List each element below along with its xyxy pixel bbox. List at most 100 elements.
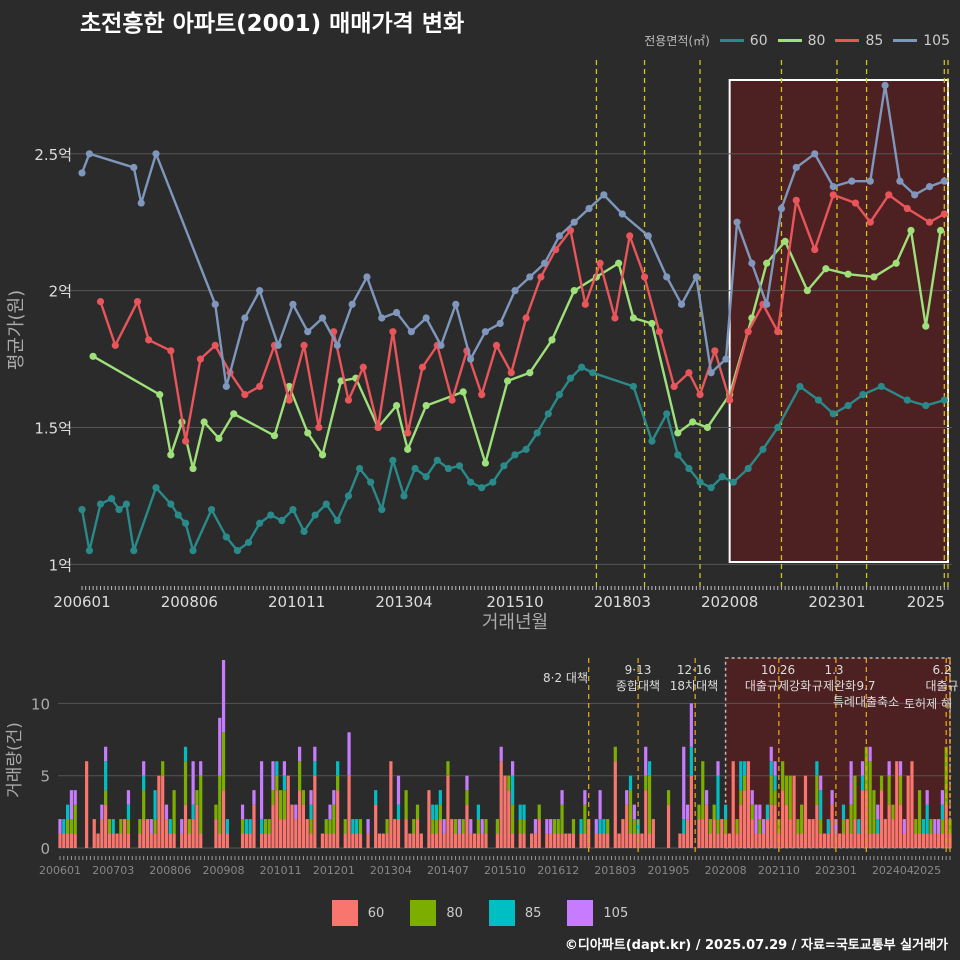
volume-bar-80 [644, 775, 648, 791]
volume-bar-80 [723, 819, 728, 834]
volume-bar-85 [940, 804, 944, 820]
x-tick-label: 201510 [486, 593, 543, 611]
volume-bar-105 [925, 790, 929, 805]
y-tick-label: 1.5억 [34, 419, 72, 437]
volume-bar-60 [275, 790, 279, 848]
volume-bar-85 [682, 819, 686, 834]
data-point [936, 226, 945, 235]
volume-bar-105 [689, 703, 693, 747]
volume-bar-60 [549, 833, 553, 848]
volume-bar-60 [115, 833, 119, 848]
volume-bar-60 [849, 833, 853, 848]
volume-x-tick-label: 200601 [39, 864, 81, 877]
data-point [392, 308, 401, 317]
volume-bar-60 [723, 833, 728, 848]
volume-bar-80 [571, 819, 576, 834]
data-point [300, 527, 308, 536]
data-point [541, 259, 549, 267]
data-point [78, 505, 86, 514]
volume-bar-80 [781, 761, 785, 791]
volume-bar-60 [727, 833, 732, 848]
volume-bar-60 [815, 804, 819, 848]
volume-bar-60 [857, 833, 861, 848]
volume-bar-105 [499, 746, 503, 762]
volume-bar-80 [560, 804, 564, 834]
volume-bar-80 [183, 761, 188, 805]
volume-bar-105 [149, 819, 153, 834]
volume-bar-60 [469, 833, 473, 848]
volume-bar-85 [476, 804, 480, 820]
volume-bar-80 [750, 804, 754, 820]
volume-bar-80 [69, 819, 74, 834]
volume-bar-85 [355, 819, 359, 834]
volume-bar-60 [860, 790, 865, 848]
volume-bar-80 [142, 790, 146, 820]
data-point [626, 232, 634, 240]
volume-bar-105 [940, 790, 944, 805]
data-point [644, 232, 652, 240]
volume-bar-60 [883, 819, 887, 848]
volume-bar-80 [849, 804, 853, 834]
data-point [844, 401, 852, 410]
volume-bar-105 [598, 790, 602, 820]
volume-bar-85 [438, 790, 442, 805]
data-point [796, 382, 804, 391]
volume-bar-60 [739, 804, 743, 848]
data-point [596, 259, 604, 267]
volume-bar-60 [773, 804, 777, 848]
data-point [555, 232, 564, 240]
data-point [478, 391, 486, 399]
volume-y-axis-title: 거래량(건) [5, 722, 25, 798]
volume-bar-60 [138, 833, 142, 848]
volume-bar-60 [678, 833, 682, 848]
data-point [811, 245, 819, 254]
volume-bar-80 [606, 819, 610, 834]
volume-bar-80 [267, 819, 271, 834]
policy-label: 규제완화 [812, 679, 856, 693]
y-axis-title: 평균가(원) [6, 290, 27, 370]
data-point [803, 287, 811, 295]
volume-bar-80 [647, 775, 652, 834]
volume-bar-85 [259, 819, 264, 834]
highlight-region [729, 80, 948, 562]
volume-bar-60 [309, 833, 313, 848]
volume-bar-60 [879, 790, 884, 848]
legend-item-80: 80 [777, 33, 825, 49]
data-point [511, 287, 519, 295]
volume-bar-80 [218, 775, 222, 834]
volume-bar-85 [275, 761, 279, 776]
volume-bar-85 [142, 775, 146, 791]
volume-bar-80 [887, 775, 891, 805]
data-point [763, 259, 771, 267]
x-tick-label: 201011 [268, 593, 325, 611]
volume-bar-60 [784, 804, 789, 848]
volume-bar-105 [682, 746, 686, 820]
volume-bar-105 [887, 761, 891, 776]
legend-item-60: 60 [719, 33, 768, 49]
data-point [311, 511, 319, 519]
volume-bar-80 [138, 819, 142, 834]
data-point [466, 478, 475, 486]
volume-bar-60 [282, 819, 287, 848]
data-point [85, 547, 94, 555]
data-point [503, 377, 512, 385]
data-point [182, 519, 190, 527]
volume-bar-80 [495, 819, 499, 834]
volume-bar-80 [301, 790, 306, 805]
data-point [707, 369, 715, 377]
volume-bar-80 [784, 775, 789, 805]
volume-bar-80 [917, 790, 922, 834]
volume-bar-60 [800, 833, 804, 848]
volume-bar-105 [259, 761, 264, 820]
volume-bar-60 [172, 833, 176, 848]
volume-bar-60 [830, 804, 834, 848]
volume-bar-80 [777, 819, 781, 834]
data-point [566, 374, 575, 382]
volume-bar-60 [902, 833, 906, 848]
volume-bar-105 [849, 761, 853, 805]
volume-bar-105 [191, 761, 195, 805]
volume-bar-60 [195, 804, 199, 848]
data-point [152, 484, 160, 492]
volume-bar-60 [640, 833, 644, 848]
data-point [481, 328, 489, 336]
